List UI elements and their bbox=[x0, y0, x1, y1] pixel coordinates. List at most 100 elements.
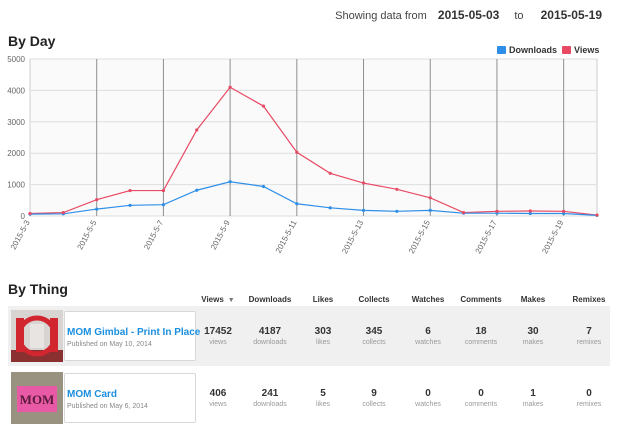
stat-value: 17452 bbox=[204, 326, 232, 337]
column-header-label: Watches bbox=[411, 295, 445, 304]
stat-value: 4187 bbox=[258, 326, 282, 337]
data-point-downloads bbox=[361, 208, 366, 212]
by-day-title: By Day bbox=[8, 33, 56, 49]
stat-unit: watches bbox=[415, 401, 441, 408]
stat-collects: 345 collects bbox=[344, 326, 404, 348]
x-tick-label: 2015-5-15 bbox=[407, 218, 432, 255]
stat-downloads: 4187 downloads bbox=[240, 326, 300, 348]
data-point-views bbox=[461, 210, 466, 215]
data-point-views bbox=[328, 171, 332, 175]
data-point-downloads bbox=[261, 184, 266, 189]
stat-unit: collects bbox=[362, 339, 386, 346]
legend-label-downloads: Downloads bbox=[509, 45, 557, 55]
column-header-likes[interactable]: Likes bbox=[288, 295, 358, 304]
legend-label-views: Views bbox=[574, 45, 599, 55]
thing-thumbnail[interactable] bbox=[11, 310, 63, 362]
data-point-downloads bbox=[295, 202, 299, 206]
column-header-downloads[interactable]: Downloads bbox=[235, 295, 305, 304]
thing-row: MOM MOM Card Published on May 6, 2014 40… bbox=[8, 368, 610, 428]
stat-unit: likes bbox=[315, 401, 330, 408]
y-tick-label: 4000 bbox=[7, 86, 25, 95]
column-header-remixes[interactable]: Remixes bbox=[554, 295, 620, 304]
plot-area bbox=[29, 58, 598, 217]
data-point-views bbox=[228, 85, 232, 89]
column-header-watches[interactable]: Watches bbox=[393, 295, 463, 304]
data-point-downloads bbox=[428, 208, 432, 212]
column-header-label: Collects bbox=[358, 295, 390, 304]
stat-unit: makes bbox=[522, 401, 544, 408]
mom-gimbal-thumbnail-image bbox=[11, 310, 63, 362]
data-point-views bbox=[161, 188, 166, 193]
stat-downloads: 241 downloads bbox=[240, 388, 300, 410]
stat-value: 6 bbox=[425, 326, 431, 337]
data-point-downloads bbox=[161, 203, 166, 207]
stat-value: 345 bbox=[365, 326, 383, 337]
stat-value: 9 bbox=[371, 388, 377, 399]
x-tick-label: 2015-5-17 bbox=[474, 218, 499, 255]
data-point-views bbox=[28, 211, 32, 216]
stat-value: 303 bbox=[314, 326, 332, 337]
stat-unit: makes bbox=[522, 339, 544, 346]
column-header-label: Views bbox=[201, 295, 224, 304]
y-tick-label: 0 bbox=[21, 212, 26, 221]
x-tick-label: 2015-5-19 bbox=[540, 218, 565, 255]
stat-value: 406 bbox=[209, 388, 227, 399]
legend-swatch-views bbox=[562, 46, 571, 54]
stat-views: 406 views bbox=[188, 388, 248, 410]
data-point-views bbox=[361, 181, 366, 185]
stat-value: 30 bbox=[527, 326, 539, 337]
column-header-label: Makes bbox=[520, 295, 546, 304]
column-header-label: Comments bbox=[460, 295, 502, 304]
data-point-views bbox=[595, 213, 599, 217]
sort-down-icon[interactable]: ▼ bbox=[227, 297, 235, 304]
things-table-header: Views ▼ Downloads Likes Collects Watches Comme… bbox=[0, 295, 620, 309]
stat-views: 17452 views bbox=[188, 326, 248, 348]
x-tick-label: 2015-5-13 bbox=[340, 218, 365, 255]
data-point-downloads bbox=[228, 180, 232, 184]
data-point-views bbox=[562, 209, 566, 213]
mom-card-thumbnail-text: MOM bbox=[20, 392, 55, 407]
stat-unit: views bbox=[209, 401, 227, 408]
start-date[interactable]: 2015-05-03 bbox=[437, 8, 500, 22]
showing-label: Showing data from bbox=[335, 10, 427, 22]
stat-likes: 5 likes bbox=[293, 388, 353, 410]
by-day-chart: Downloads Views 0 1000 2000 3000 4000 5000 2015… bbox=[7, 45, 599, 255]
data-point-views bbox=[195, 128, 199, 132]
thing-published-date: Published on May 6, 2014 bbox=[67, 403, 148, 410]
stat-watches: 0 watches bbox=[398, 388, 458, 410]
stat-unit: comments bbox=[464, 401, 498, 408]
column-header-makes[interactable]: Makes bbox=[498, 295, 568, 304]
thing-title-link[interactable]: MOM Gimbal - Print In Place bbox=[67, 327, 201, 338]
thing-row: MOM Gimbal - Print In Place Published on… bbox=[8, 306, 610, 366]
end-date[interactable]: 2015-05-19 bbox=[540, 8, 602, 22]
x-tick-label: 2015-5-9 bbox=[209, 218, 232, 251]
data-point-views bbox=[128, 188, 132, 193]
y-tick-label: 5000 bbox=[7, 55, 25, 64]
x-tick-label: 2015-5-11 bbox=[274, 218, 299, 254]
stat-remixes: 7 remixes bbox=[559, 326, 619, 348]
stat-unit: views bbox=[209, 339, 227, 346]
column-header-comments[interactable]: Comments bbox=[446, 295, 516, 304]
stat-value: 0 bbox=[586, 388, 592, 399]
data-point-downloads bbox=[95, 207, 99, 211]
stat-unit: remixes bbox=[576, 339, 602, 346]
series-line-views bbox=[29, 86, 598, 216]
column-header-views[interactable]: Views ▼ bbox=[183, 295, 253, 304]
chart-plot: 0 1000 2000 3000 4000 5000 2015-5-3 2015-5-5 201… bbox=[7, 55, 599, 255]
column-header-label: Remixes bbox=[572, 295, 606, 304]
column-header-label: Likes bbox=[312, 295, 334, 304]
thing-card: MOM Card Published on May 6, 2014 bbox=[64, 373, 196, 423]
legend-swatch-downloads bbox=[497, 46, 506, 54]
y-tick-label: 1000 bbox=[7, 181, 25, 190]
data-point-views bbox=[95, 198, 99, 202]
x-tick-label: 2015-5-7 bbox=[142, 218, 165, 251]
stat-value: 18 bbox=[475, 326, 487, 337]
stat-makes: 30 makes bbox=[503, 326, 563, 348]
column-header-collects[interactable]: Collects bbox=[339, 295, 409, 304]
stat-value: 241 bbox=[261, 388, 279, 399]
thing-title-link[interactable]: MOM Card bbox=[67, 389, 117, 400]
thing-published-date: Published on May 10, 2014 bbox=[67, 341, 152, 348]
stat-makes: 1 makes bbox=[503, 388, 563, 410]
stat-value: 0 bbox=[425, 388, 431, 399]
thing-thumbnail[interactable]: MOM bbox=[11, 372, 63, 424]
